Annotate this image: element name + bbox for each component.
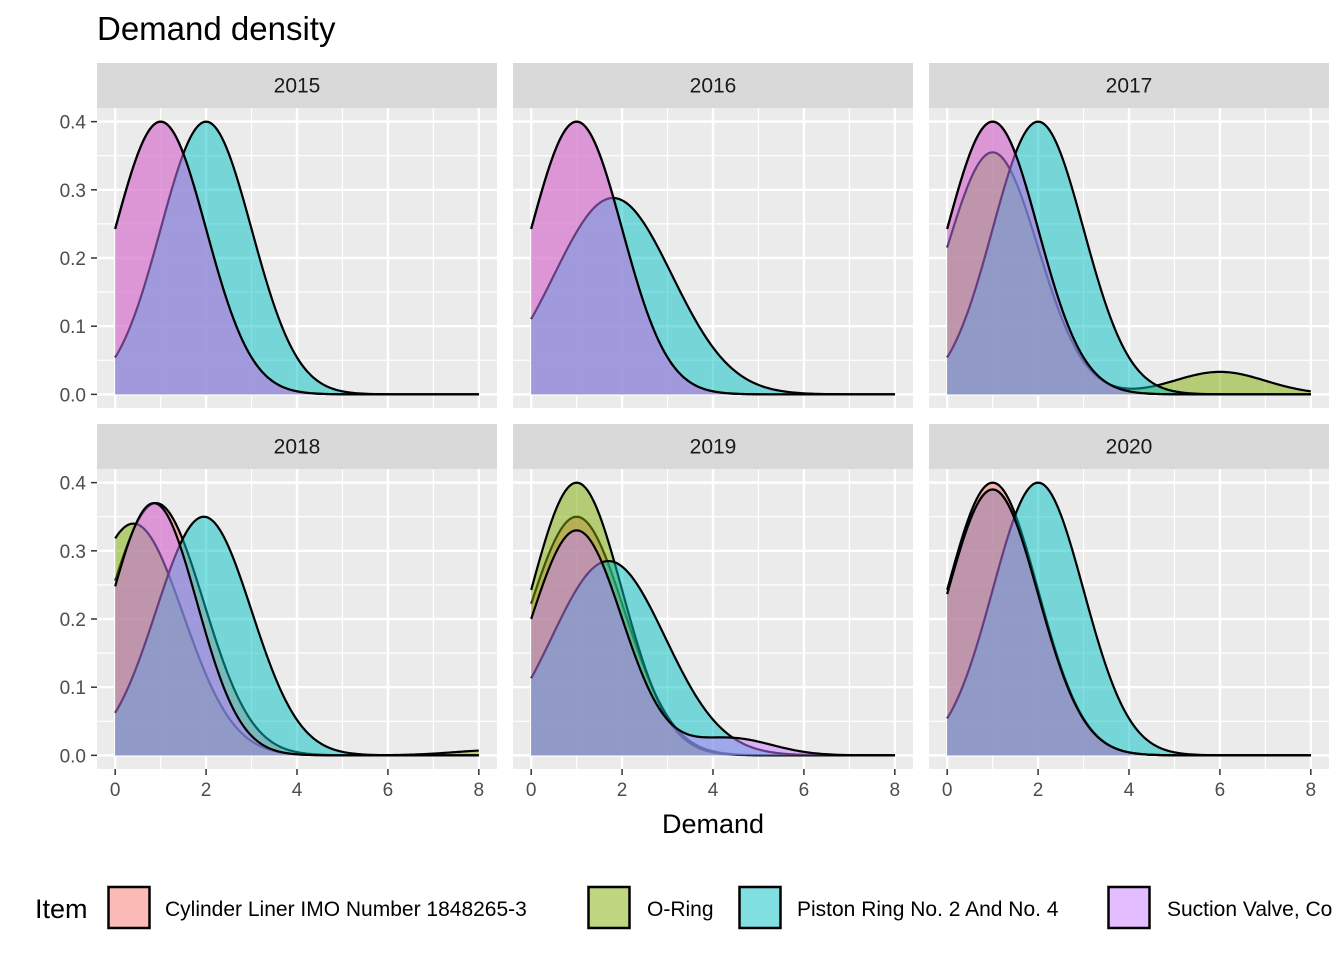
x-axis: 0 2 4 6 8 bbox=[110, 769, 484, 801]
facet-strip-label: 2017 bbox=[1106, 75, 1153, 98]
y-tick-label: 0.0 bbox=[60, 746, 86, 767]
density-curves bbox=[530, 481, 895, 757]
x-tick-label: 2 bbox=[1033, 780, 1044, 801]
legend-key bbox=[587, 885, 631, 930]
facet-strip bbox=[929, 63, 1329, 108]
facet-panel-2020: 2020 0 2 4 6 8 bbox=[929, 424, 1329, 801]
y-tick-label: 0.3 bbox=[60, 542, 86, 563]
y-axis: 0.0 0.1 0.2 0.3 0.4 bbox=[60, 474, 97, 767]
legend-item-piston-ring-no-2-and-no-4: Piston Ring No. 2 And No. 4 bbox=[738, 885, 1059, 930]
x-tick-label: 4 bbox=[292, 780, 303, 801]
chart-title: Demand density bbox=[97, 10, 336, 47]
y-axis: 0.0 0.1 0.2 0.3 0.4 bbox=[60, 113, 97, 406]
legend-item-cylinder-liner-imo-number-1848265-3: Cylinder Liner IMO Number 1848265-3 bbox=[107, 885, 527, 930]
y-tick-label: 0.0 bbox=[60, 385, 86, 406]
x-tick-label: 4 bbox=[1124, 780, 1135, 801]
legend-key bbox=[738, 885, 782, 930]
legend-label: O-Ring bbox=[647, 898, 714, 921]
density-area-suction-valve-co bbox=[947, 121, 1311, 395]
x-tick-label: 4 bbox=[708, 780, 719, 801]
facet-panel-2015: 2015 0.0 0.1 0.2 0.3 0.4 bbox=[60, 63, 497, 408]
x-tick-label: 8 bbox=[890, 780, 901, 801]
legend-title: Item bbox=[35, 894, 88, 924]
density-curves bbox=[114, 120, 479, 396]
facet-panel-2019: 2019 0 2 4 6 8 bbox=[513, 424, 913, 801]
x-tick-label: 2 bbox=[201, 780, 212, 801]
y-tick-label: 0.1 bbox=[60, 317, 86, 338]
legend-item-suction-valve-co: Suction Valve, Co bbox=[1107, 885, 1332, 930]
density-line-suction-valve-co bbox=[530, 120, 895, 396]
y-tick-label: 0.2 bbox=[60, 249, 86, 270]
facet-panel-2017: 2017 bbox=[929, 63, 1329, 408]
facet-strip-label: 2020 bbox=[1106, 436, 1153, 459]
facet-strip-label: 2019 bbox=[690, 436, 737, 459]
facet-strip bbox=[97, 63, 497, 108]
x-tick-label: 0 bbox=[110, 780, 121, 801]
density-area-suction-valve-co bbox=[531, 530, 895, 756]
legend-label: Suction Valve, Co bbox=[1167, 898, 1332, 921]
x-tick-label: 0 bbox=[526, 780, 537, 801]
x-axis: 0 2 4 6 8 bbox=[526, 769, 900, 801]
y-tick-label: 0.1 bbox=[60, 678, 86, 699]
density-curves bbox=[946, 481, 1311, 757]
density-line-suction-valve-co bbox=[946, 488, 1311, 757]
facet-strip bbox=[97, 424, 497, 469]
x-axis-title: Demand bbox=[662, 809, 764, 839]
density-line-suction-valve-co bbox=[946, 120, 1311, 396]
x-tick-label: 0 bbox=[942, 780, 953, 801]
facet-strip-label: 2018 bbox=[274, 436, 321, 459]
density-area-suction-valve-co bbox=[115, 121, 479, 395]
y-tick-label: 0.3 bbox=[60, 181, 86, 202]
density-line-suction-valve-co bbox=[530, 529, 895, 757]
density-line-suction-valve-co bbox=[114, 501, 479, 757]
x-axis: 0 2 4 6 8 bbox=[942, 769, 1316, 801]
facet-strip bbox=[513, 63, 913, 108]
density-curves bbox=[530, 120, 895, 396]
x-tick-label: 6 bbox=[799, 780, 810, 801]
facet-panel-2018: 2018 0 2 4 6 8 0.0 0.1 0.2 0.3 0.4 bbox=[60, 424, 497, 801]
x-tick-label: 6 bbox=[1215, 780, 1226, 801]
facet-panel-2016: 2016 bbox=[513, 63, 913, 408]
legend-item-o-ring: O-Ring bbox=[587, 885, 714, 930]
legend: Item Cylinder Liner IMO Number 1848265-3… bbox=[35, 885, 1332, 930]
x-tick-label: 8 bbox=[1306, 780, 1317, 801]
y-tick-label: 0.2 bbox=[60, 610, 86, 631]
density-area-suction-valve-co bbox=[531, 121, 895, 395]
x-tick-label: 2 bbox=[617, 780, 628, 801]
x-tick-label: 8 bbox=[474, 780, 485, 801]
density-line-suction-valve-co bbox=[114, 120, 479, 396]
y-tick-label: 0.4 bbox=[60, 474, 87, 495]
y-tick-label: 0.4 bbox=[60, 113, 87, 134]
facet-strip-label: 2016 bbox=[690, 75, 737, 98]
facet-strip bbox=[929, 424, 1329, 469]
legend-label: Cylinder Liner IMO Number 1848265-3 bbox=[165, 898, 527, 921]
x-tick-label: 6 bbox=[383, 780, 394, 801]
legend-key bbox=[1107, 885, 1151, 930]
density-curves bbox=[114, 501, 479, 757]
facet-strip bbox=[513, 424, 913, 469]
density-area-suction-valve-co bbox=[947, 489, 1311, 756]
legend-key bbox=[107, 885, 151, 930]
density-curves bbox=[946, 120, 1311, 396]
density-area-suction-valve-co bbox=[115, 503, 479, 756]
facet-strip-label: 2015 bbox=[274, 75, 321, 98]
legend-label: Piston Ring No. 2 And No. 4 bbox=[797, 898, 1059, 921]
